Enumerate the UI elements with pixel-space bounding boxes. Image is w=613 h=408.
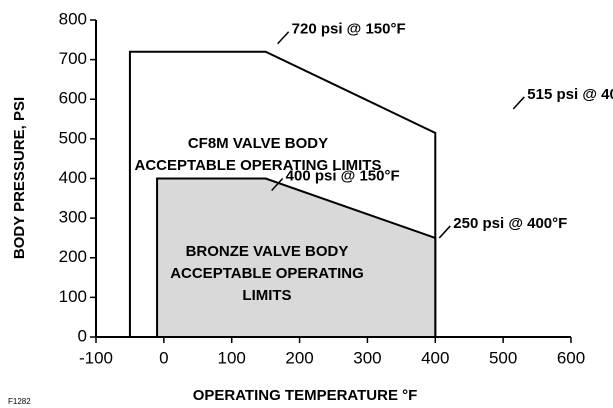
region-label: ACCEPTABLE OPERATING LIMITS — [135, 157, 382, 174]
x-tick-label: 100 — [218, 348, 246, 367]
y-tick-label: 0 — [78, 326, 87, 345]
leader-line — [271, 177, 284, 192]
x-tick-label: -100 — [79, 348, 113, 367]
annotation: 515 psi @ 400°F — [527, 86, 613, 103]
region-label: BRONZE VALVE BODY — [186, 243, 349, 260]
x-tick-label: 300 — [353, 348, 381, 367]
leader-line — [438, 225, 451, 239]
region-label: ACCEPTABLE OPERATING — [170, 265, 364, 282]
region-label: LIMITS — [242, 287, 291, 304]
y-tick-label: 400 — [59, 168, 87, 187]
region-label: CF8M VALVE BODY — [188, 135, 328, 152]
x-tick-label: 400 — [421, 348, 449, 367]
annotation: 720 psi @ 150°F — [292, 21, 406, 38]
x-tick-label: 0 — [159, 348, 168, 367]
leader-line — [277, 31, 290, 45]
y-tick-label: 700 — [59, 49, 87, 68]
figure-id: F1282 — [8, 397, 31, 406]
x-tick-label: 500 — [489, 348, 517, 367]
x-tick-label: 200 — [285, 348, 313, 367]
y-tick-label: 600 — [59, 89, 87, 108]
y-tick-label: 500 — [59, 128, 87, 147]
y-tick-label: 300 — [59, 208, 87, 227]
x-axis-label: OPERATING TEMPERATURE °F — [193, 387, 418, 404]
leader-line — [512, 96, 525, 110]
annotation: 250 psi @ 400°F — [453, 215, 567, 232]
y-tick-label: 800 — [59, 9, 87, 28]
y-tick-label: 200 — [59, 247, 87, 266]
annotation: 400 psi @ 150°F — [286, 167, 400, 184]
y-tick-label: 100 — [59, 287, 87, 306]
x-tick-label: 600 — [557, 348, 585, 367]
y-axis-label: BODY PRESSURE, PSI — [11, 97, 28, 259]
